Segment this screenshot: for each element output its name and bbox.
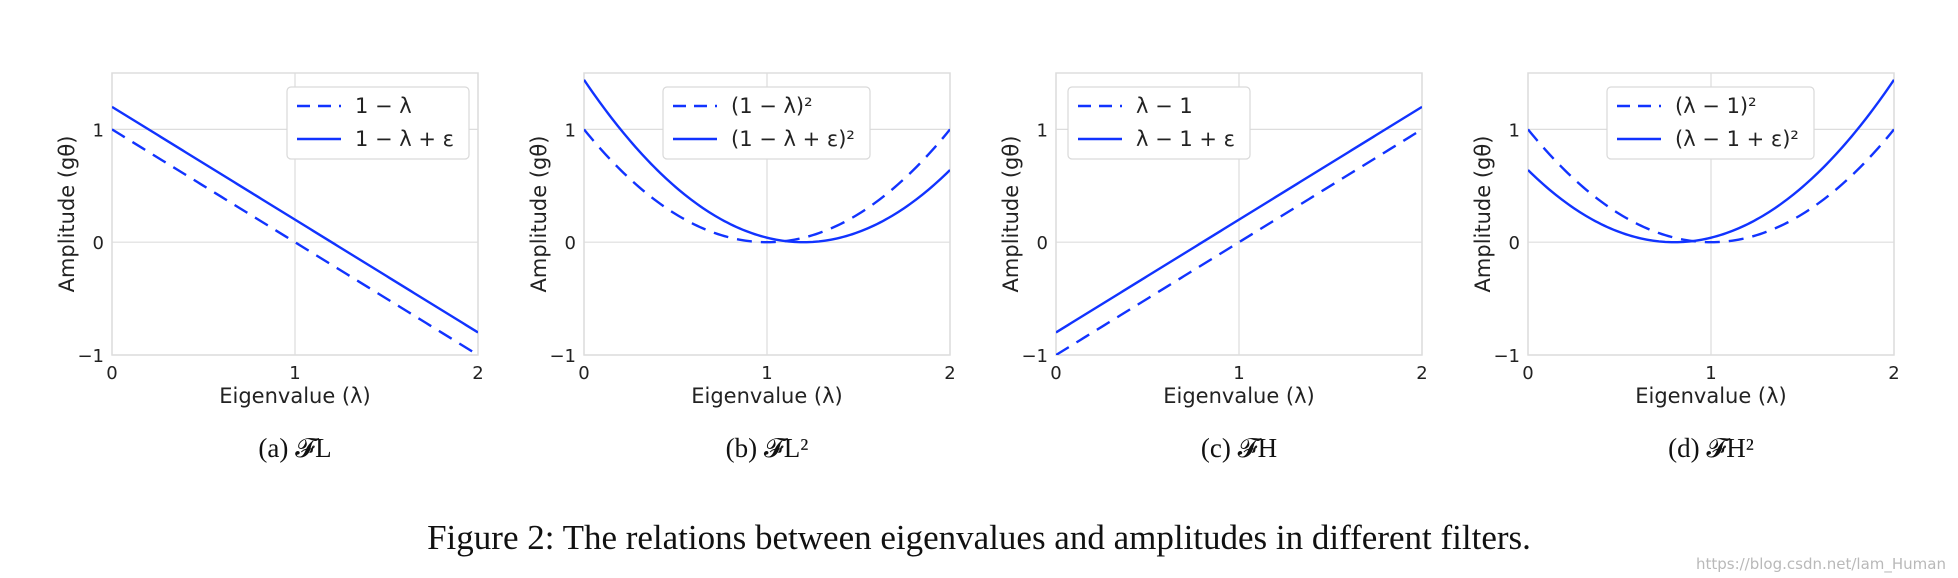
y-tick-label: 0 (1037, 233, 1048, 254)
x-tick-label: 1 (1705, 363, 1716, 384)
legend: (1 − λ)² (1 − λ + ε)² (662, 86, 871, 160)
y-tick-label: 1 (1037, 120, 1048, 141)
x-axis-label: Eigenvalue (λ) (1163, 384, 1315, 408)
legend-label: 1 − λ + ε (355, 127, 454, 151)
x-tick-label: 0 (1050, 363, 1061, 384)
legend: (λ − 1)² (λ − 1 + ε)² (1606, 86, 1815, 160)
x-axis-label: Eigenvalue (λ) (1635, 384, 1787, 408)
legend-label: (λ − 1)² (1675, 94, 1757, 118)
series-line-solid (584, 79, 950, 244)
y-tick-label: −1 (1021, 346, 1048, 367)
series-line-dashed (584, 128, 950, 244)
legend: λ − 1 λ − 1 + ε (1067, 86, 1251, 160)
subcaption: (d) 𝓕H² (1668, 433, 1754, 463)
x-tick-label: 2 (472, 363, 483, 384)
y-tick-label: 0 (93, 233, 104, 254)
legend-box (1067, 86, 1251, 160)
x-tick-label: 1 (289, 363, 300, 384)
x-tick-label: 2 (1416, 363, 1427, 384)
figure-caption: Figure 2: The relations between eigenval… (427, 518, 1531, 557)
legend-box (662, 86, 871, 160)
y-tick-label: 0 (1509, 233, 1520, 254)
series-line-dashed (1528, 128, 1894, 244)
x-tick-label: 2 (944, 363, 955, 384)
y-axis-label: Amplitude (gθ) (527, 136, 551, 293)
series-line-solid (112, 105, 478, 334)
y-axis-label: Amplitude (gθ) (55, 136, 79, 293)
y-tick-label: 1 (93, 120, 104, 141)
x-axis-label: Eigenvalue (λ) (691, 384, 843, 408)
legend-label: λ − 1 (1136, 94, 1193, 118)
y-tick-label: −1 (77, 346, 104, 367)
y-tick-label: 1 (1509, 120, 1520, 141)
x-axis-label: Eigenvalue (λ) (219, 384, 371, 408)
legend-box (286, 86, 470, 160)
x-tick-label: 2 (1888, 363, 1899, 384)
subcaption: (b) 𝓕L² (726, 433, 809, 463)
x-tick-label: 1 (1233, 363, 1244, 384)
x-tick-label: 0 (1522, 363, 1533, 384)
legend-label: 1 − λ (355, 94, 412, 118)
subcaption: (a) 𝓕L (258, 433, 331, 463)
legend-label: (λ − 1 + ε)² (1675, 127, 1799, 151)
x-tick-label: 0 (578, 363, 589, 384)
y-tick-label: 1 (565, 120, 576, 141)
legend-label: (1 − λ)² (731, 94, 813, 118)
x-tick-label: 0 (106, 363, 117, 384)
y-axis-label: Amplitude (gθ) (1471, 136, 1495, 293)
y-axis-label: Amplitude (gθ) (999, 136, 1023, 293)
legend-label: (1 − λ + ε)² (731, 127, 855, 151)
subcaption: (c) 𝓕H (1201, 433, 1277, 463)
series-line-solid (1528, 79, 1894, 244)
series-line-solid (1056, 105, 1422, 334)
x-tick-label: 1 (761, 363, 772, 384)
legend-label: λ − 1 + ε (1136, 127, 1235, 151)
legend-box (1606, 86, 1815, 160)
watermark: https://blog.csdn.net/lam_Human (1696, 555, 1946, 574)
y-tick-label: −1 (1493, 346, 1520, 367)
y-tick-label: 0 (565, 233, 576, 254)
y-tick-label: −1 (549, 346, 576, 367)
legend: 1 − λ 1 − λ + ε (286, 86, 470, 160)
